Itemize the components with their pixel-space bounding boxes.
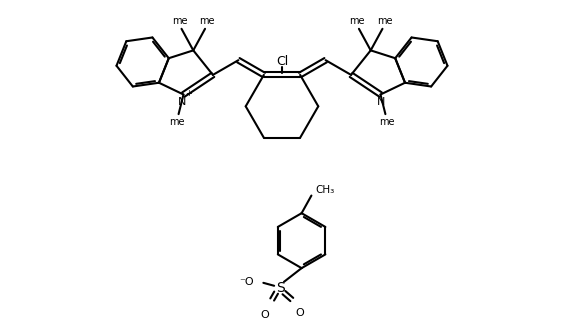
Text: me: me — [377, 16, 392, 26]
Text: N: N — [178, 97, 187, 107]
Text: S: S — [276, 281, 284, 295]
Text: me: me — [379, 117, 395, 127]
Text: ⁻O: ⁻O — [239, 277, 253, 287]
Text: +: + — [185, 90, 192, 99]
Text: CH₃: CH₃ — [315, 185, 334, 195]
Text: O: O — [295, 308, 304, 318]
Text: O: O — [260, 310, 269, 320]
Text: me: me — [169, 117, 184, 127]
Text: me: me — [199, 16, 215, 26]
Text: me: me — [172, 16, 187, 26]
Text: N: N — [377, 97, 386, 107]
Text: Cl: Cl — [276, 55, 288, 68]
Text: me: me — [349, 16, 365, 26]
